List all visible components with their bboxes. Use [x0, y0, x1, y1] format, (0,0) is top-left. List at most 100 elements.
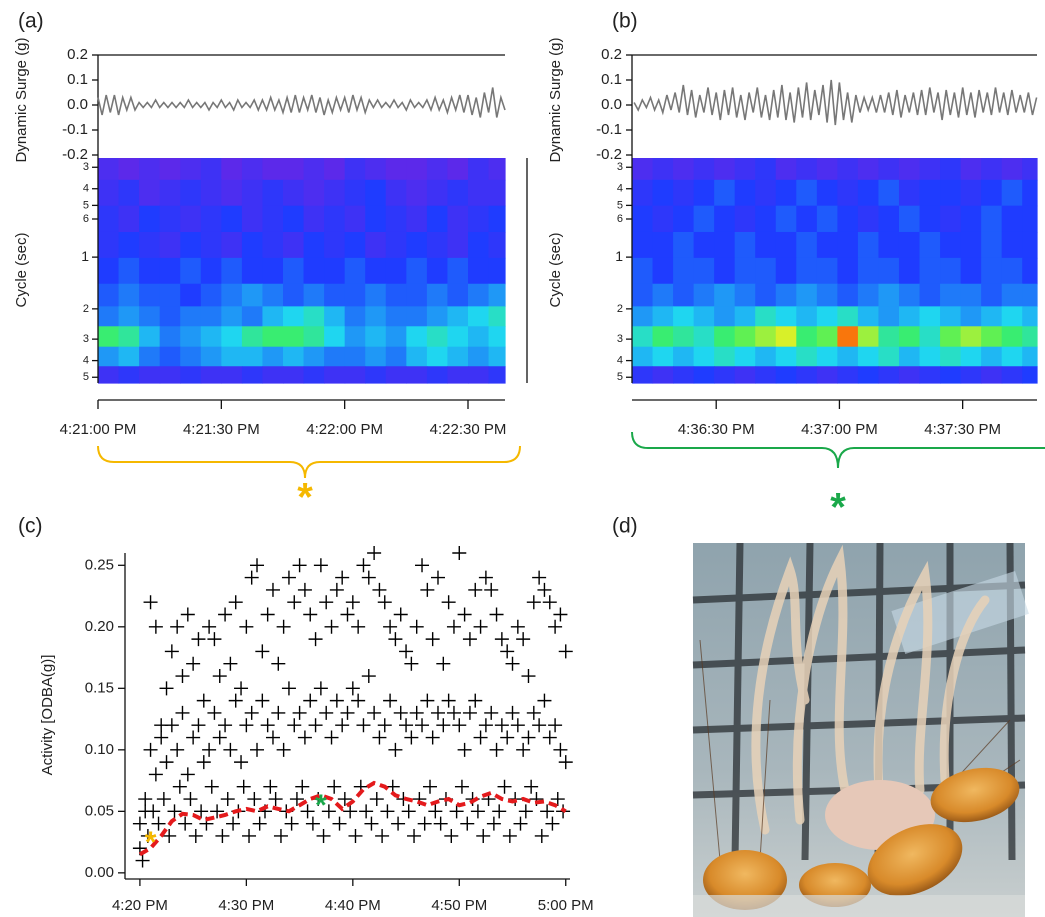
heat-cell: [139, 180, 160, 206]
heat-cell: [981, 180, 1002, 206]
heat-cell: [961, 326, 982, 347]
heat-cell: [221, 306, 242, 327]
y-axis-label: Cycle (sec): [13, 232, 30, 307]
data-point: [263, 780, 277, 794]
data-point: [367, 706, 381, 720]
data-point: [388, 632, 402, 646]
heat-cell: [714, 284, 735, 307]
heat-cell: [262, 258, 283, 284]
heat-cell: [755, 284, 776, 307]
data-point: [410, 706, 424, 720]
data-point: [455, 780, 469, 794]
data-point: [407, 829, 421, 843]
data-point: [237, 780, 251, 794]
data-point: [266, 583, 280, 597]
heat-cell: [489, 258, 506, 284]
data-point: [548, 620, 562, 634]
heat-cell: [386, 206, 407, 233]
heat-cell: [673, 366, 694, 383]
heat-cell: [755, 326, 776, 347]
y-tick-label: 0.1: [601, 71, 622, 88]
heat-cell: [837, 258, 858, 284]
heat-cell: [427, 366, 448, 383]
y-tick-label: 5: [617, 199, 623, 211]
heat-cell: [673, 206, 694, 233]
heat-cell: [304, 284, 325, 307]
heat-cell: [940, 258, 961, 284]
heat-cell: [735, 232, 756, 258]
data-point: [372, 583, 386, 597]
data-point: [436, 718, 450, 732]
heat-cell: [878, 206, 899, 233]
data-point: [314, 558, 328, 572]
heat-cell: [119, 258, 140, 284]
data-point: [458, 608, 472, 622]
heat-cell: [858, 158, 879, 180]
data-point: [205, 780, 219, 794]
heat-cell: [324, 347, 345, 367]
data-point: [261, 608, 275, 622]
heat-cell: [776, 326, 797, 347]
heat-cell: [755, 366, 776, 383]
data-point: [532, 718, 546, 732]
heat-cell: [447, 258, 468, 284]
heat-cell: [940, 306, 961, 327]
data-point: [420, 694, 434, 708]
heat-cell: [940, 232, 961, 258]
data-point: [527, 706, 541, 720]
data-point: [239, 620, 253, 634]
data-point: [207, 632, 221, 646]
heat-cell: [1022, 284, 1037, 307]
heat-cell: [242, 158, 263, 180]
y-tick-label: 3: [83, 161, 89, 173]
data-point: [269, 792, 283, 806]
heat-cell: [262, 366, 283, 383]
data-point: [186, 657, 200, 671]
heat-cell: [1002, 326, 1023, 347]
heat-cell: [406, 258, 427, 284]
heat-cell: [653, 326, 674, 347]
y-tick-label: 0.05: [85, 802, 114, 819]
heat-cell: [427, 284, 448, 307]
heat-cell: [345, 232, 366, 258]
heat-cell: [98, 158, 119, 180]
heat-cell: [920, 347, 941, 367]
heat-cell: [406, 306, 427, 327]
heat-cell: [427, 258, 448, 284]
heat-cell: [714, 326, 735, 347]
heat-cell: [817, 158, 838, 180]
heat-cell: [406, 180, 427, 206]
heat-cell: [837, 306, 858, 327]
data-point: [183, 792, 197, 806]
heat-cell: [755, 232, 776, 258]
data-point: [383, 694, 397, 708]
heat-cell: [899, 326, 920, 347]
heat-cell: [920, 180, 941, 206]
data-point: [468, 583, 482, 597]
heat-cell: [160, 326, 181, 347]
y-tick-label: 6: [83, 213, 89, 225]
heat-cell: [242, 347, 263, 367]
heat-cell: [447, 232, 468, 258]
data-point: [356, 558, 370, 572]
x-tick-label: 4:36:30 PM: [678, 421, 755, 438]
data-point: [500, 731, 514, 745]
heat-cell: [427, 206, 448, 233]
heat-cell: [468, 206, 489, 233]
heat-cell: [817, 232, 838, 258]
heat-cell: [139, 258, 160, 284]
data-point: [394, 608, 408, 622]
heat-cell: [283, 347, 304, 367]
heat-cell: [961, 258, 982, 284]
heat-cell: [755, 206, 776, 233]
y-tick-label: -0.1: [62, 121, 88, 138]
data-point: [277, 743, 291, 757]
data-point: [506, 706, 520, 720]
heat-cell: [139, 206, 160, 233]
heat-cell: [447, 284, 468, 307]
heat-cell: [817, 258, 838, 284]
heat-cell: [221, 258, 242, 284]
heat-cell: [345, 306, 366, 327]
heat-cell: [961, 206, 982, 233]
heat-cell: [365, 284, 386, 307]
